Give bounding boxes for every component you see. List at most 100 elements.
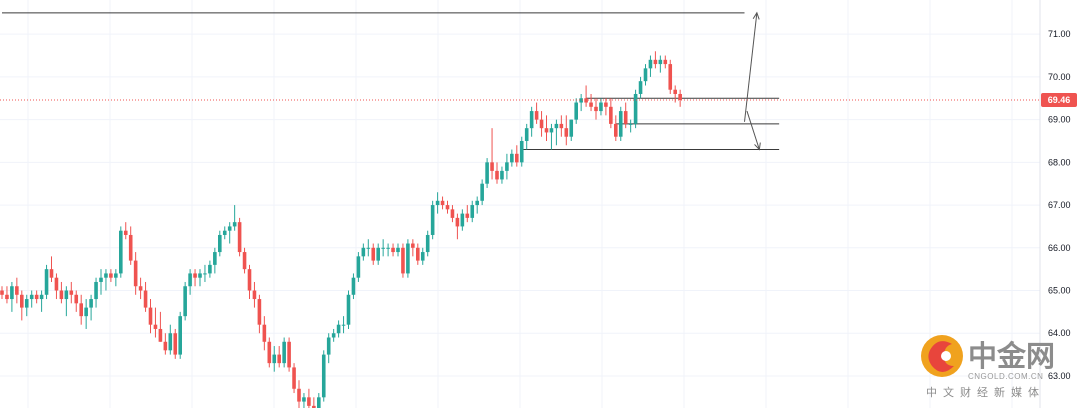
candle-up [10, 286, 14, 300]
candle-up [430, 205, 435, 235]
candle-up [396, 247, 400, 253]
y-tick-label: 64.00 [1048, 328, 1071, 338]
candle-up [529, 111, 534, 129]
candle-down [297, 388, 301, 402]
candle-down [74, 294, 79, 304]
candle-down [59, 290, 64, 300]
candle-up [178, 316, 182, 355]
candle-down [163, 341, 168, 351]
candle-down [515, 153, 519, 163]
price-axis[interactable]: 71.00 70.00 69.00 68.00 67.00 66.00 65.00 64.00… [1039, 0, 1071, 408]
candle-down [678, 93, 682, 100]
candle-down [589, 102, 593, 107]
candle-up [599, 102, 603, 112]
candle-up [549, 128, 554, 133]
candle-down [20, 294, 24, 308]
candle-up [341, 324, 346, 326]
candle-up [460, 213, 465, 227]
drawing-annotations [2, 11, 780, 151]
candle-down [34, 294, 39, 300]
candle-up [381, 247, 385, 249]
candle-up [168, 333, 173, 351]
candle-up [64, 290, 69, 300]
candle-down [69, 290, 74, 295]
candle-down [277, 354, 281, 364]
candle-up [376, 247, 380, 261]
candle-down [128, 234, 133, 261]
projection-arrow-line [744, 12, 758, 122]
candle-down [668, 64, 673, 90]
candle-up [282, 341, 286, 364]
grid-lines [0, 0, 1040, 408]
current-price-label: 69.46 [1048, 95, 1071, 105]
candle-up [569, 119, 574, 137]
candle-up [425, 234, 430, 253]
candle-up [648, 59, 653, 69]
arrow-head-icon [752, 11, 760, 20]
candle-up [361, 247, 366, 257]
arrow-head-icon [754, 142, 761, 151]
cngold-watermark: 中金网 CNGOLD.COM.CN 中文财经新媒体 [921, 335, 1055, 399]
candle-down [450, 209, 455, 218]
candle-up [84, 307, 88, 317]
projection-arrow-line [746, 110, 760, 150]
candle-down [391, 247, 395, 253]
candle-down [79, 303, 83, 317]
current-price-tag: 69.46 [1041, 92, 1077, 107]
candle-down [54, 277, 59, 291]
candle-up [510, 153, 514, 163]
candle-up [435, 200, 440, 206]
candle-down [604, 102, 608, 107]
watermark-chinese-name: 中金网 [968, 339, 1055, 373]
candle-down [123, 230, 128, 235]
candle-down [49, 269, 54, 278]
candle-up [94, 281, 98, 300]
candle-up [351, 277, 356, 295]
candle-up [420, 252, 425, 261]
candle-up [579, 98, 583, 103]
candle-up [29, 294, 34, 300]
watermark-subtitle: 中文财经新媒体 [926, 385, 1045, 399]
candle-down [158, 328, 163, 342]
candle-up [554, 123, 559, 129]
candle-up [188, 273, 192, 287]
candle-down [109, 273, 113, 278]
candle-up [366, 247, 371, 249]
candle-up [505, 162, 509, 171]
candle-up [346, 294, 351, 325]
candle-up [302, 397, 306, 402]
candle-down [534, 111, 539, 120]
candle-down [564, 128, 569, 137]
candle-down [584, 98, 588, 103]
candle-down [237, 222, 242, 253]
candle-down [252, 290, 257, 300]
candle-up [119, 230, 123, 274]
candle-down [544, 128, 549, 133]
candle-down [15, 286, 19, 295]
candle-up [519, 140, 524, 163]
candle-up [44, 269, 49, 295]
candle-down [247, 269, 252, 291]
candle-up [475, 200, 479, 206]
candle-up [24, 299, 29, 308]
candle-up [198, 273, 202, 278]
candle-down [559, 123, 564, 129]
candle-down [133, 260, 138, 287]
candle-down [173, 333, 178, 355]
candle-down [5, 294, 9, 300]
candle-up [574, 102, 578, 120]
candle-down [594, 106, 598, 112]
candle-up [232, 222, 237, 227]
candle-up [227, 226, 232, 231]
candle-down [371, 247, 376, 261]
candle-down [0, 290, 4, 295]
candle-up [485, 162, 489, 184]
candle-down [609, 106, 613, 124]
candle-down [257, 299, 262, 325]
candle-up [39, 294, 44, 300]
candle-up [89, 299, 93, 308]
candle-down [267, 341, 272, 364]
candle-up [222, 230, 227, 235]
